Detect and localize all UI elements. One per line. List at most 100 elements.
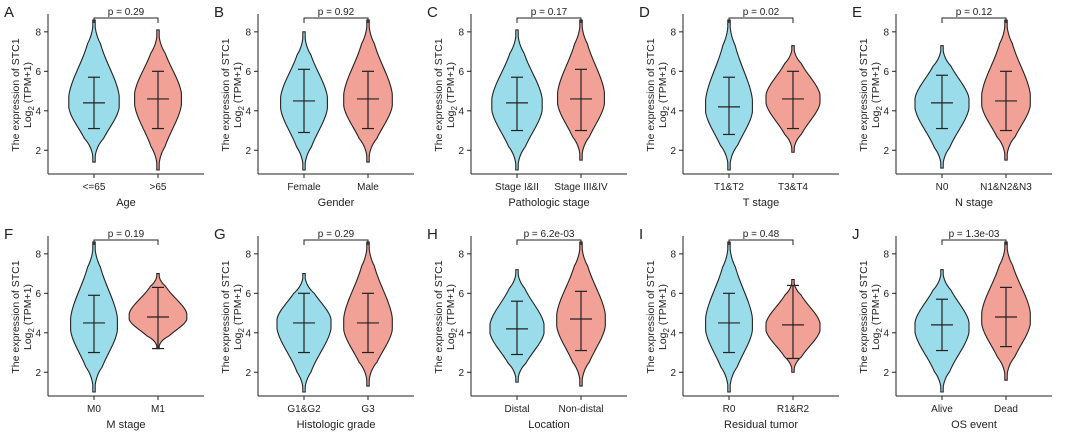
significance-bracket	[941, 17, 1007, 23]
y-axis-label-line2: Log2 (TPM+1)	[22, 62, 36, 128]
p-value-label: p = 0.12	[956, 7, 993, 18]
y-tick-label: 2	[458, 146, 464, 157]
x-tick-label: R1&R2	[777, 404, 810, 415]
x-axis-label: Residual tumor	[724, 419, 798, 431]
x-tick-label: <=65	[83, 182, 106, 193]
significance-bracket	[93, 17, 159, 23]
significance-bracket	[303, 17, 369, 23]
x-axis-label: Histologic grade	[297, 419, 376, 431]
x-tick-label: M1	[151, 404, 165, 415]
y-axis-label-line1: The expression of STC1	[220, 260, 232, 373]
y-axis-label: The expression of STC1Log2 (TPM+1)	[10, 260, 36, 373]
y-tick-label: 2	[35, 368, 41, 379]
x-axis-label: Gender	[318, 197, 355, 209]
x-tick-label: G1&G2	[287, 404, 321, 415]
y-tick-label: 6	[670, 67, 676, 78]
y-axis-label-subscript: 2	[662, 105, 671, 110]
panel-letter: J	[852, 226, 860, 243]
x-tick-label: Distal	[504, 404, 529, 415]
x-tick-label: Dead	[994, 404, 1018, 415]
significance-bracket	[941, 239, 1007, 245]
y-tick-label: 6	[458, 289, 464, 300]
y-axis-label-log: Log	[232, 332, 244, 350]
x-axis-label: Pathologic stage	[508, 197, 589, 209]
y-axis-label-line1: The expression of STC1	[220, 38, 232, 151]
y-axis-label-unit: (TPM+1)	[445, 62, 457, 106]
p-value-label: p = 0.02	[743, 7, 780, 18]
y-axis-label: The expression of STC1Log2 (TPM+1)	[645, 38, 671, 151]
y-tick-label: 8	[670, 249, 676, 260]
x-tick-label: N1&N2&N3	[980, 182, 1032, 193]
significance-bracket	[516, 239, 582, 245]
y-axis-label-subscript: 2	[27, 327, 36, 332]
y-axis-label-subscript: 2	[875, 327, 884, 332]
x-tick-label: Non-distal	[558, 404, 603, 415]
p-value-label: p = 0.29	[318, 229, 355, 240]
y-tick-label: 8	[35, 249, 41, 260]
y-axis-label-log: Log	[870, 332, 882, 350]
y-axis-label-line1: The expression of STC1	[433, 260, 445, 373]
y-tick-label: 4	[35, 106, 41, 117]
y-tick-label: 4	[670, 328, 676, 339]
y-tick-label: 4	[245, 106, 251, 117]
y-tick-label: 6	[245, 289, 251, 300]
panel-letter: G	[214, 226, 226, 243]
x-axis-label: T stage	[743, 197, 780, 209]
y-axis-label-log: Log	[445, 110, 457, 128]
y-tick-label: 2	[245, 368, 251, 379]
significance-bracket	[516, 17, 582, 23]
y-tick-label: 4	[670, 106, 676, 117]
y-axis-label-subscript: 2	[450, 327, 459, 332]
y-tick-label: 2	[670, 368, 676, 379]
y-tick-label: 2	[245, 146, 251, 157]
p-value-label: p = 0.48	[743, 229, 780, 240]
y-axis-label-log: Log	[232, 110, 244, 128]
y-tick-label: 8	[245, 27, 251, 38]
x-tick-label: Male	[357, 182, 379, 193]
x-tick-label: Stage III&IV	[554, 182, 608, 193]
y-axis-label: The expression of STC1Log2 (TPM+1)	[10, 38, 36, 151]
x-axis-label: Location	[528, 419, 570, 431]
y-axis-label-line2: Log2 (TPM+1)	[445, 284, 459, 350]
y-axis-label-line2: Log2 (TPM+1)	[657, 62, 671, 128]
y-axis-label-unit: (TPM+1)	[22, 284, 34, 328]
panel-letter: D	[639, 4, 650, 21]
y-axis-label-unit: (TPM+1)	[657, 62, 669, 106]
x-tick-label: R0	[723, 404, 736, 415]
y-tick-label: 4	[245, 328, 251, 339]
panel-letter: C	[427, 4, 438, 21]
panel-letter: H	[427, 226, 438, 243]
significance-bracket	[728, 239, 794, 245]
panel-letter: A	[4, 4, 14, 21]
y-axis-label-line1: The expression of STC1	[858, 38, 870, 151]
y-axis-label-subscript: 2	[237, 105, 246, 110]
y-axis-label-log: Log	[22, 110, 34, 128]
y-tick-label: 2	[883, 146, 889, 157]
y-tick-label: 8	[458, 27, 464, 38]
y-axis-label-subscript: 2	[450, 105, 459, 110]
y-axis-label-line1: The expression of STC1	[433, 38, 445, 151]
y-axis-label-subscript: 2	[27, 105, 36, 110]
y-axis-label: The expression of STC1Log2 (TPM+1)	[220, 260, 246, 373]
y-tick-label: 6	[35, 67, 41, 78]
y-tick-label: 8	[883, 249, 889, 260]
y-tick-label: 6	[670, 289, 676, 300]
y-axis-label-subscript: 2	[662, 327, 671, 332]
x-tick-label: T3&T4	[778, 182, 808, 193]
y-axis-label-log: Log	[445, 332, 457, 350]
y-axis-label: The expression of STC1Log2 (TPM+1)	[433, 260, 459, 373]
p-value-label: p = 1.3e-03	[949, 229, 1000, 240]
y-axis-label-unit: (TPM+1)	[232, 62, 244, 106]
y-axis-label-line1: The expression of STC1	[858, 260, 870, 373]
y-tick-label: 6	[35, 289, 41, 300]
y-tick-label: 2	[883, 368, 889, 379]
x-tick-label: N0	[936, 182, 949, 193]
y-axis-label-line1: The expression of STC1	[645, 260, 657, 373]
